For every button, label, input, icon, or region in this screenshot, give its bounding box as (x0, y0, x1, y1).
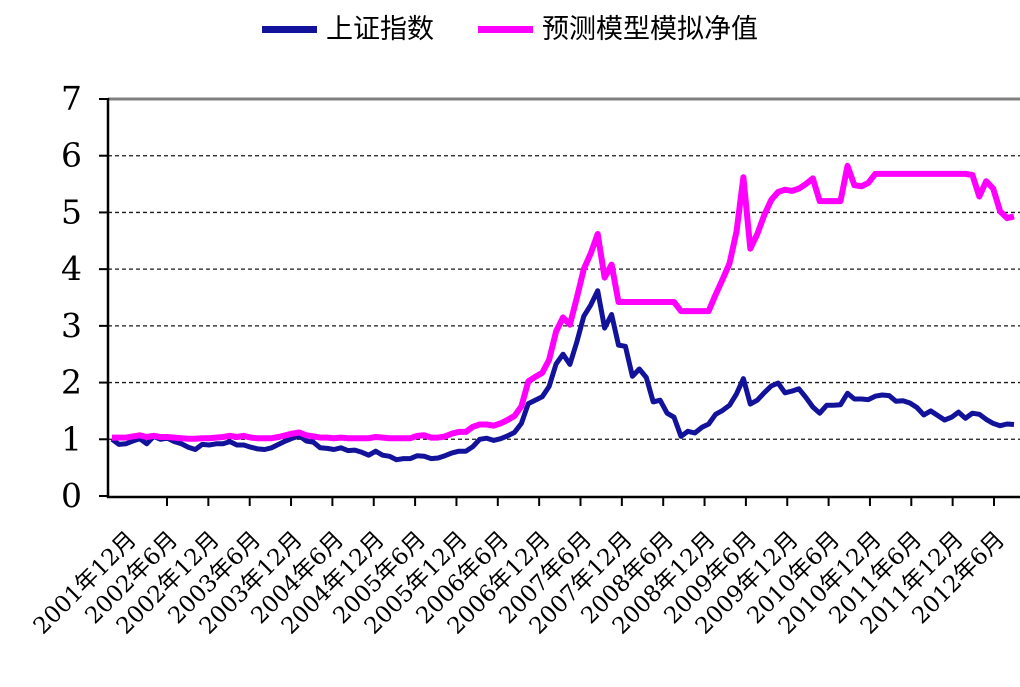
legend-line-swatch-model-nav (478, 26, 533, 33)
legend-item-model-nav: 预测模型模拟净值 (478, 16, 758, 43)
y-axis-label: 0 (61, 476, 82, 515)
series-line-model-nav (112, 162, 1015, 442)
y-axis-label: 4 (61, 249, 82, 288)
legend-item-sse-index: 上证指数 (262, 16, 434, 43)
legend-line-swatch-sse-index (262, 26, 317, 33)
y-axis-label: 3 (61, 306, 82, 345)
y-axis-label: 5 (61, 192, 82, 231)
y-axis-label: 7 (61, 79, 82, 118)
y-axis-label: 6 (61, 136, 82, 175)
y-axis-label: 2 (61, 363, 82, 402)
series-line-sse-index (110, 288, 1015, 463)
legend-label-model-nav: 预测模型模拟净值 (542, 14, 758, 45)
legend-label-sse-index: 上证指数 (326, 14, 434, 45)
y-axis-label: 1 (61, 419, 82, 458)
legend: 上证指数 预测模型模拟净值 (262, 16, 758, 43)
